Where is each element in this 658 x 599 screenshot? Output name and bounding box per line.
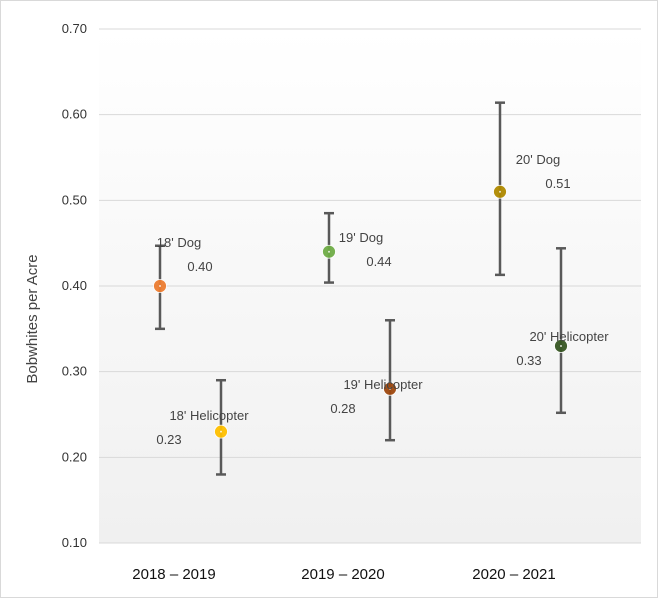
data-point-value-label: 0.28 <box>330 401 355 416</box>
y-tick-label: 0.20 <box>62 449 87 464</box>
y-tick-label: 0.40 <box>62 278 87 293</box>
data-point-name-label: 19' Dog <box>339 230 383 245</box>
x-category-label: 2020 – 2021 <box>472 566 555 583</box>
data-point-name-label: 18' Dog <box>157 235 201 250</box>
data-point-value-label: 0.51 <box>545 176 570 191</box>
y-tick-label: 0.50 <box>62 192 87 207</box>
data-point-group: 20' Dog 0.51 <box>493 101 571 277</box>
y-tick-label: 0.30 <box>62 364 87 379</box>
data-point-highlight <box>220 430 222 433</box>
data-point-name-label: 20' Dog <box>516 152 560 167</box>
data-point-value-label: 0.40 <box>187 259 212 274</box>
x-category-label: 2018 – 2019 <box>132 566 215 583</box>
data-point-highlight <box>389 387 391 390</box>
data-point-group: 19' Dog 0.44 <box>322 211 392 284</box>
data-point-group: 19' Helicopter 0.28 <box>330 319 423 442</box>
data-point-value-label: 0.44 <box>366 254 391 269</box>
data-point-value-label: 0.33 <box>516 353 541 368</box>
data-point-highlight <box>159 285 161 287</box>
data-point-group: 18' Dog 0.40 <box>153 235 213 331</box>
y-axis-label: Bobwhites per Acre <box>24 254 41 383</box>
data-points: 18' Dog 0.40 19' Dog 0.44 20' Dog 0.51 18' Hel… <box>153 101 609 476</box>
gridlines <box>99 28 641 544</box>
data-point-highlight <box>560 344 562 347</box>
data-point-group: 20' Helicopter 0.33 <box>516 247 609 415</box>
data-point-value-label: 0.23 <box>156 432 181 447</box>
y-tick-label: 0.70 <box>62 21 87 36</box>
data-point-name-label: 19' Helicopter <box>343 377 423 392</box>
x-axis-categories: 2018 – 2019 2019 – 2020 2020 – 2021 <box>132 566 555 583</box>
y-axis-ticks: 0.10 0.20 0.30 0.40 0.50 0.60 0.70 <box>62 21 87 550</box>
data-point-highlight <box>328 250 330 253</box>
y-tick-label: 0.10 <box>62 535 87 550</box>
y-tick-label: 0.60 <box>62 107 87 122</box>
data-point-highlight <box>499 190 501 193</box>
data-point-group: 18' Helicopter 0.23 <box>156 378 249 476</box>
x-category-label: 2019 – 2020 <box>301 566 384 583</box>
data-point-name-label: 18' Helicopter <box>169 408 249 423</box>
data-point-name-label: 20' Helicopter <box>529 329 609 344</box>
